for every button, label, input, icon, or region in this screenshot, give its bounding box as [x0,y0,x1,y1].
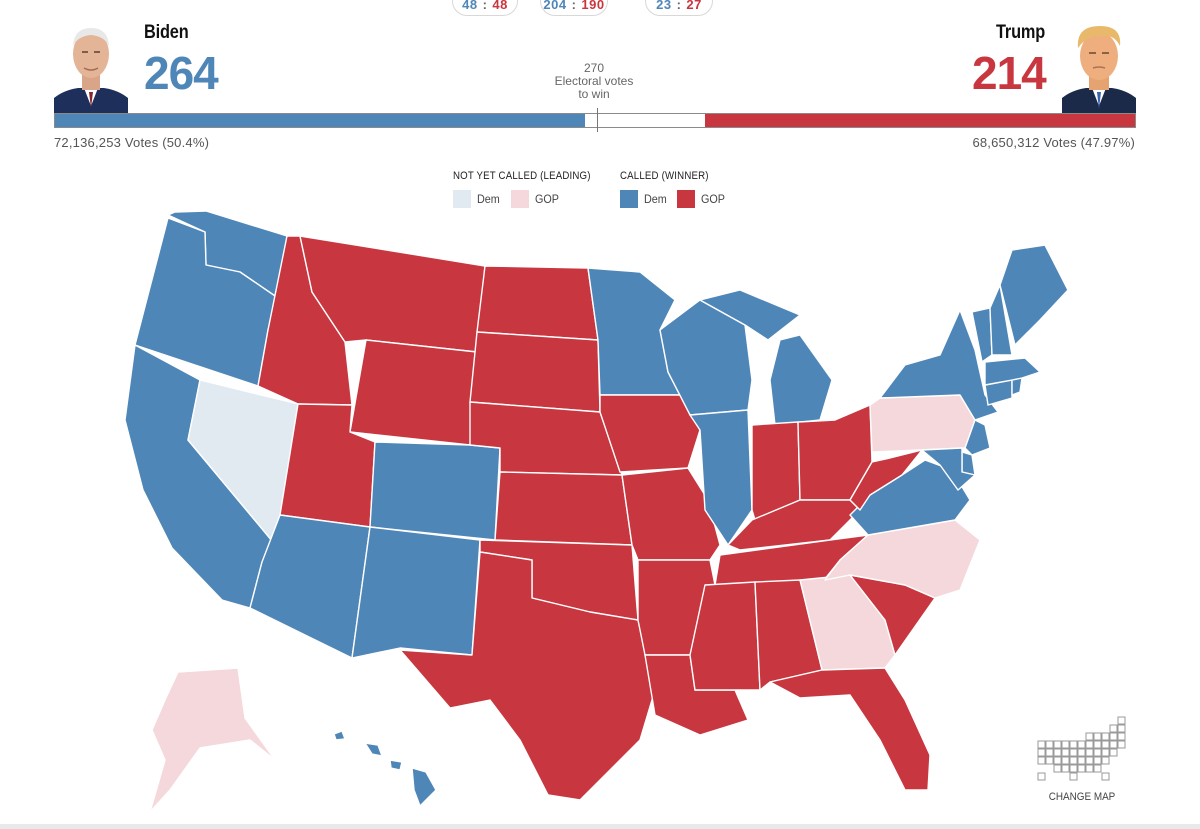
state-TX[interactable] [399,551,656,801]
gop-electoral-votes: 214 [972,47,1047,99]
state-WY[interactable] [349,339,478,446]
state-MO[interactable] [621,467,721,561]
pill-house[interactable]: 204:190 [540,0,608,16]
state-KS[interactable] [494,471,633,546]
legend-gop-called: GOP [677,190,728,208]
legend-dem-leading: Dem [453,190,502,208]
pill-dem-count: 48 [462,0,478,12]
dem-electoral-votes: 264 [144,47,219,99]
threshold-text-line2: to win [578,87,610,101]
state-MD[interactable] [921,447,976,491]
biden-portrait [54,28,128,113]
state-NY[interactable] [879,309,999,421]
state-SD[interactable] [469,331,601,413]
swatch-dem-leading [453,190,471,208]
dem-popular-vote: 72,136,253 Votes (50.4%) [54,135,210,150]
legend-called-title: CALLED (WINNER) [620,170,709,182]
state-AK[interactable] [149,667,276,813]
state-DE[interactable] [961,451,976,476]
pill-gop-count: 27 [686,0,702,12]
threshold-label: 270 Electoral votes to win [534,62,654,101]
page-bottom-strip [0,824,1200,829]
legend-not-called-title: NOT YET CALLED (LEADING) [453,170,591,182]
gop-popular-vote: 68,650,312 Votes (47.97%) [972,135,1135,150]
pill-governors[interactable]: 23:27 [645,0,713,16]
state-NJ[interactable] [964,419,991,456]
gop-candidate-name: Trump [996,22,1046,43]
dem-candidate-name: Biden [144,22,189,43]
state-FL[interactable] [769,667,931,791]
state-WV[interactable] [849,449,923,511]
gop-progress-fill [705,114,1135,127]
state-HI[interactable] [333,730,437,807]
trump-portrait [1062,26,1136,113]
electoral-progress-bar [54,108,1136,132]
legend-dem-called: Dem [620,190,669,208]
legend-gop-leading: GOP [511,190,562,208]
change-map-label: CHANGE MAP [1048,791,1116,803]
dem-progress-fill [55,114,585,127]
swatch-gop-called [677,190,695,208]
pill-gop-count: 48 [492,0,508,12]
pill-senate[interactable]: 48:48 [452,0,518,16]
state-ND[interactable] [476,265,599,341]
swatch-dem-called [620,190,638,208]
threshold-marker [597,108,598,132]
state-MA[interactable] [984,357,1041,386]
state-RI[interactable] [1011,377,1023,396]
grid-map-icon [1037,716,1126,781]
state-ME[interactable] [999,244,1069,346]
state-AZ[interactable] [249,514,371,659]
threshold-text-line1: Electoral votes [554,74,634,88]
state-NM[interactable] [351,526,481,659]
state-MI[interactable] [699,289,833,426]
state-NH[interactable] [989,284,1013,356]
change-map-button[interactable]: CHANGE MAP [1030,715,1134,810]
swatch-gop-leading [511,190,529,208]
threshold-value: 270 [583,61,605,75]
state-CO[interactable] [369,441,501,541]
state-NC[interactable] [824,519,981,599]
pill-dem-count: 204 [543,0,567,12]
pill-dem-count: 23 [656,0,672,12]
pill-gop-count: 190 [581,0,605,12]
state-PA[interactable] [869,394,976,453]
